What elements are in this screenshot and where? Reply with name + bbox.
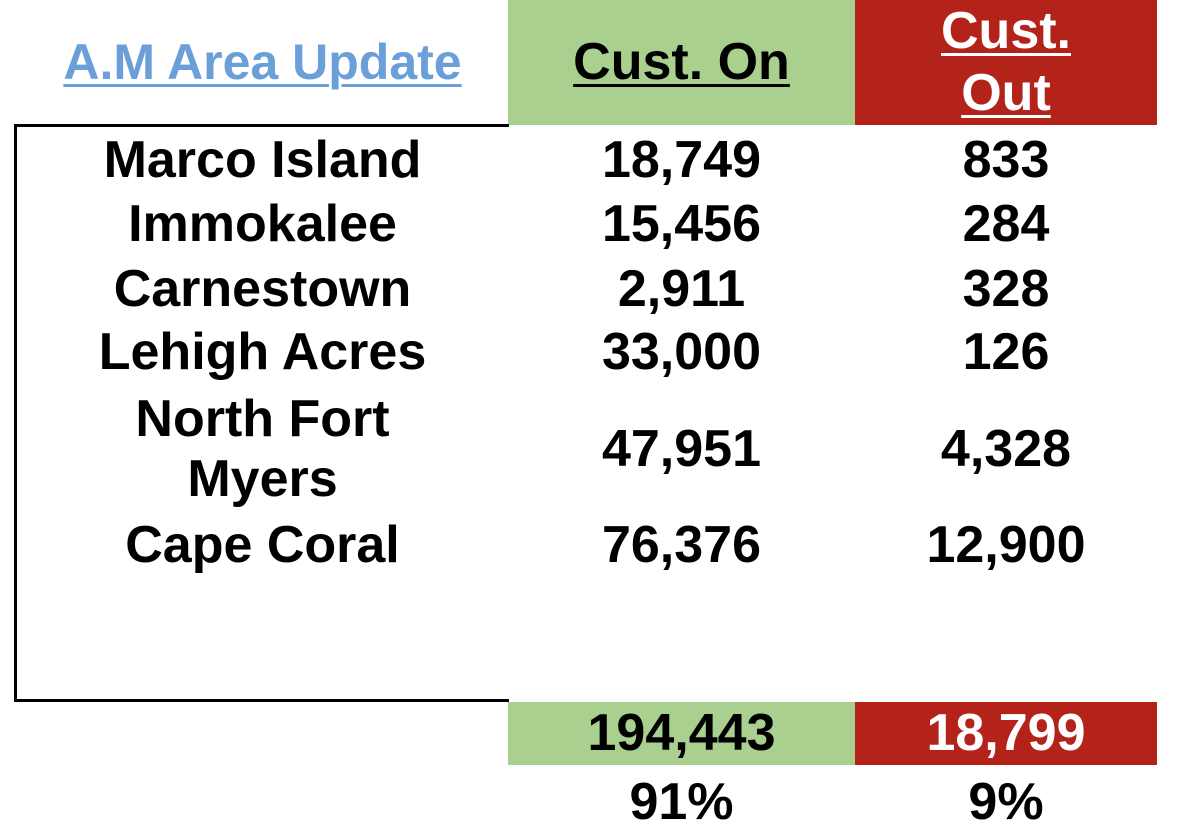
area-name: Lehigh Acres	[98, 322, 427, 381]
cust-on: 47,951	[601, 419, 762, 478]
header-out: Cust. Out	[855, 0, 1157, 125]
total-on: 194,443	[508, 702, 855, 765]
area-name: North Fort Myers	[135, 389, 390, 508]
percent-on: 91%	[629, 772, 734, 831]
cust-on: 18,749	[601, 130, 762, 189]
percent-out: 9%	[968, 772, 1044, 831]
cust-out: 284	[962, 194, 1050, 253]
cust-out: 12,900	[926, 515, 1086, 574]
header-on: Cust. On	[508, 0, 855, 125]
box-frame	[14, 124, 509, 702]
area-name: Cape Coral	[125, 515, 400, 574]
total-out: 18,799	[855, 702, 1157, 765]
cust-on: 76,376	[601, 515, 762, 574]
cust-on: 2,911	[617, 259, 746, 318]
cust-out: 4,328	[940, 419, 1072, 478]
cust-out: 328	[962, 259, 1050, 318]
title: A.M Area Update	[63, 34, 462, 90]
cust-out: 833	[962, 130, 1050, 189]
cust-on: 15,456	[601, 194, 762, 253]
area-name: Carnestown	[113, 259, 412, 318]
cust-out: 126	[962, 322, 1050, 381]
area-name: Immokalee	[128, 194, 397, 253]
area-name: Marco Island	[103, 130, 422, 189]
cust-on: 33,000	[601, 322, 762, 381]
